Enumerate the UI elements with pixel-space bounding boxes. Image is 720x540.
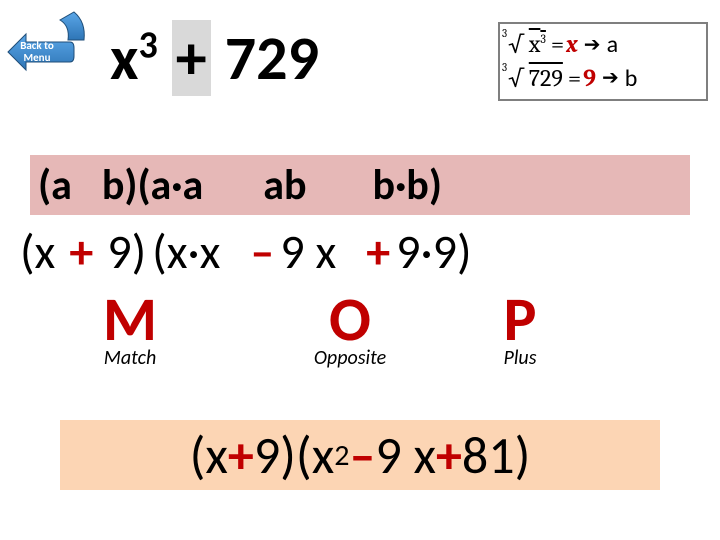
maps-to-b: b <box>625 62 638 96</box>
m-letter: M <box>103 288 157 350</box>
main-plus-operator: + <box>172 20 211 96</box>
cube-root-row-1: 3√x3 = x ➔ a <box>508 28 698 62</box>
o-letter: O <box>329 288 371 350</box>
arrow-icon: ➔ <box>602 64 619 92</box>
applied-expression: (x+9)(x·x–9 x+9·9) <box>20 222 472 281</box>
mop-mnemonic: M Match O Opposite P Plus <box>20 288 580 370</box>
result-9: 9 <box>583 62 596 96</box>
m-label: Match <box>104 346 156 370</box>
mop-opposite: O Opposite <box>250 288 450 370</box>
constant-729: 729 <box>225 20 319 96</box>
p-label: Plus <box>504 346 537 370</box>
mop-match: M Match <box>30 288 230 370</box>
o-label: Opposite <box>314 346 386 370</box>
match-plus: + <box>69 222 93 281</box>
result-x: x <box>566 28 578 62</box>
cube-roots-box: 3√x3 = x ➔ a 3√729 = 9 ➔ b <box>498 22 708 101</box>
cube-root-row-2: 3√729 = 9 ➔ b <box>508 62 698 96</box>
plus-sign: + <box>366 222 390 281</box>
factored-result: (x + 9)(x2 – 9 x + 81) <box>60 420 660 490</box>
mop-plus: P Plus <box>460 288 580 370</box>
variable-x: x <box>110 20 139 96</box>
opposite-minus: – <box>250 222 274 281</box>
arrow-icon: ➔ <box>584 31 601 59</box>
p-letter: P <box>504 288 537 350</box>
main-expression: x3 + 729 <box>110 20 319 96</box>
formula-pattern: (ab)(a·aabb·b) <box>30 155 690 215</box>
back-to-menu-label: Back to Menu <box>12 40 62 64</box>
exponent-3: 3 <box>139 22 158 68</box>
maps-to-a: a <box>607 28 619 62</box>
back-to-menu-button[interactable]: Back to Menu <box>4 4 94 74</box>
